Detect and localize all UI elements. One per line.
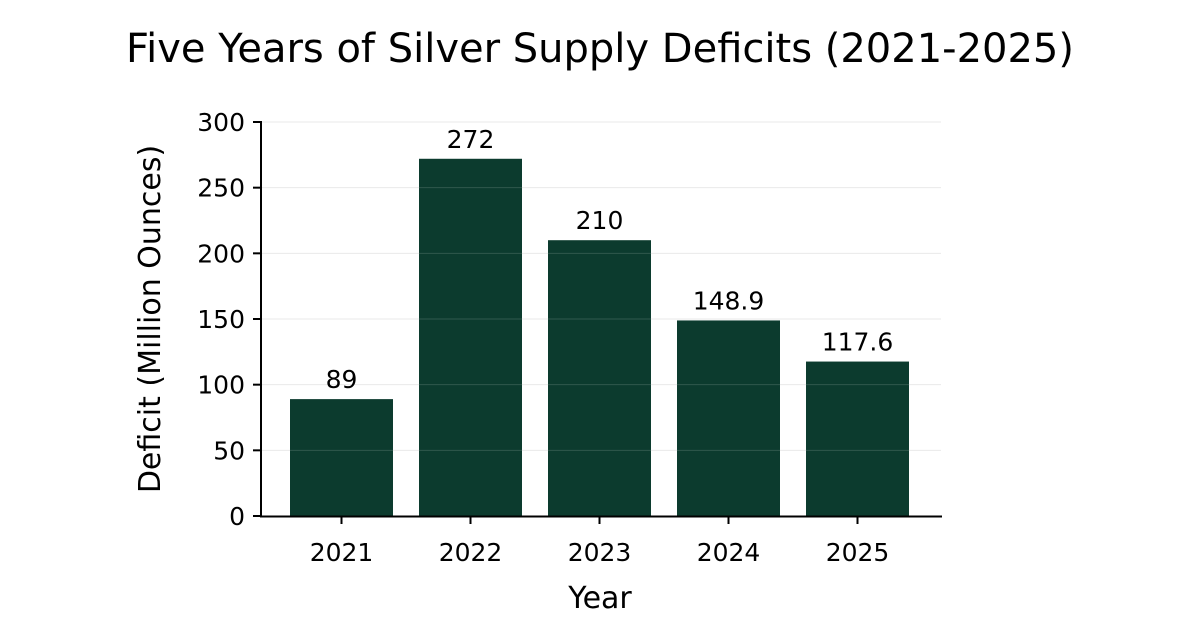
y-tick-label: 50 bbox=[213, 436, 245, 465]
gridlines-overlay bbox=[261, 121, 941, 451]
bar-2023 bbox=[548, 240, 651, 516]
data-labels: 89 272 210 148.9 117.6 bbox=[326, 125, 894, 394]
y-axis-ticks: 0 50 100 150 200 250 300 bbox=[197, 108, 261, 531]
y-axis-label: Deficit (Million Ounces) bbox=[133, 145, 168, 493]
data-label-2023: 210 bbox=[576, 206, 624, 235]
bar-2021 bbox=[290, 399, 393, 516]
x-tick-label-2023: 2023 bbox=[568, 538, 632, 567]
y-tick-label: 0 bbox=[229, 502, 245, 531]
data-label-2025: 117.6 bbox=[822, 328, 894, 357]
x-tick-label-2025: 2025 bbox=[826, 538, 890, 567]
x-tick-label-2022: 2022 bbox=[439, 538, 503, 567]
bars bbox=[290, 158, 909, 517]
x-axis-ticks: 2021 2022 2023 2024 2025 bbox=[310, 516, 890, 567]
y-tick-label: 250 bbox=[197, 174, 245, 203]
x-axis-label: Year bbox=[567, 581, 632, 616]
y-tick-label: 100 bbox=[197, 371, 245, 400]
data-label-2024: 148.9 bbox=[693, 286, 765, 315]
y-tick-label: 150 bbox=[197, 305, 245, 334]
bar-2022 bbox=[419, 158, 522, 517]
y-tick-label: 200 bbox=[197, 239, 245, 268]
bar-2024 bbox=[677, 320, 780, 516]
bar-2025 bbox=[806, 361, 909, 516]
y-tick-label: 300 bbox=[197, 108, 245, 137]
data-label-2022: 272 bbox=[447, 125, 495, 154]
chart-title: Five Years of Silver Supply Deficits (20… bbox=[126, 26, 1074, 72]
x-tick-label-2024: 2024 bbox=[697, 538, 761, 567]
x-tick-label-2021: 2021 bbox=[310, 538, 374, 567]
data-label-2021: 89 bbox=[326, 365, 358, 394]
